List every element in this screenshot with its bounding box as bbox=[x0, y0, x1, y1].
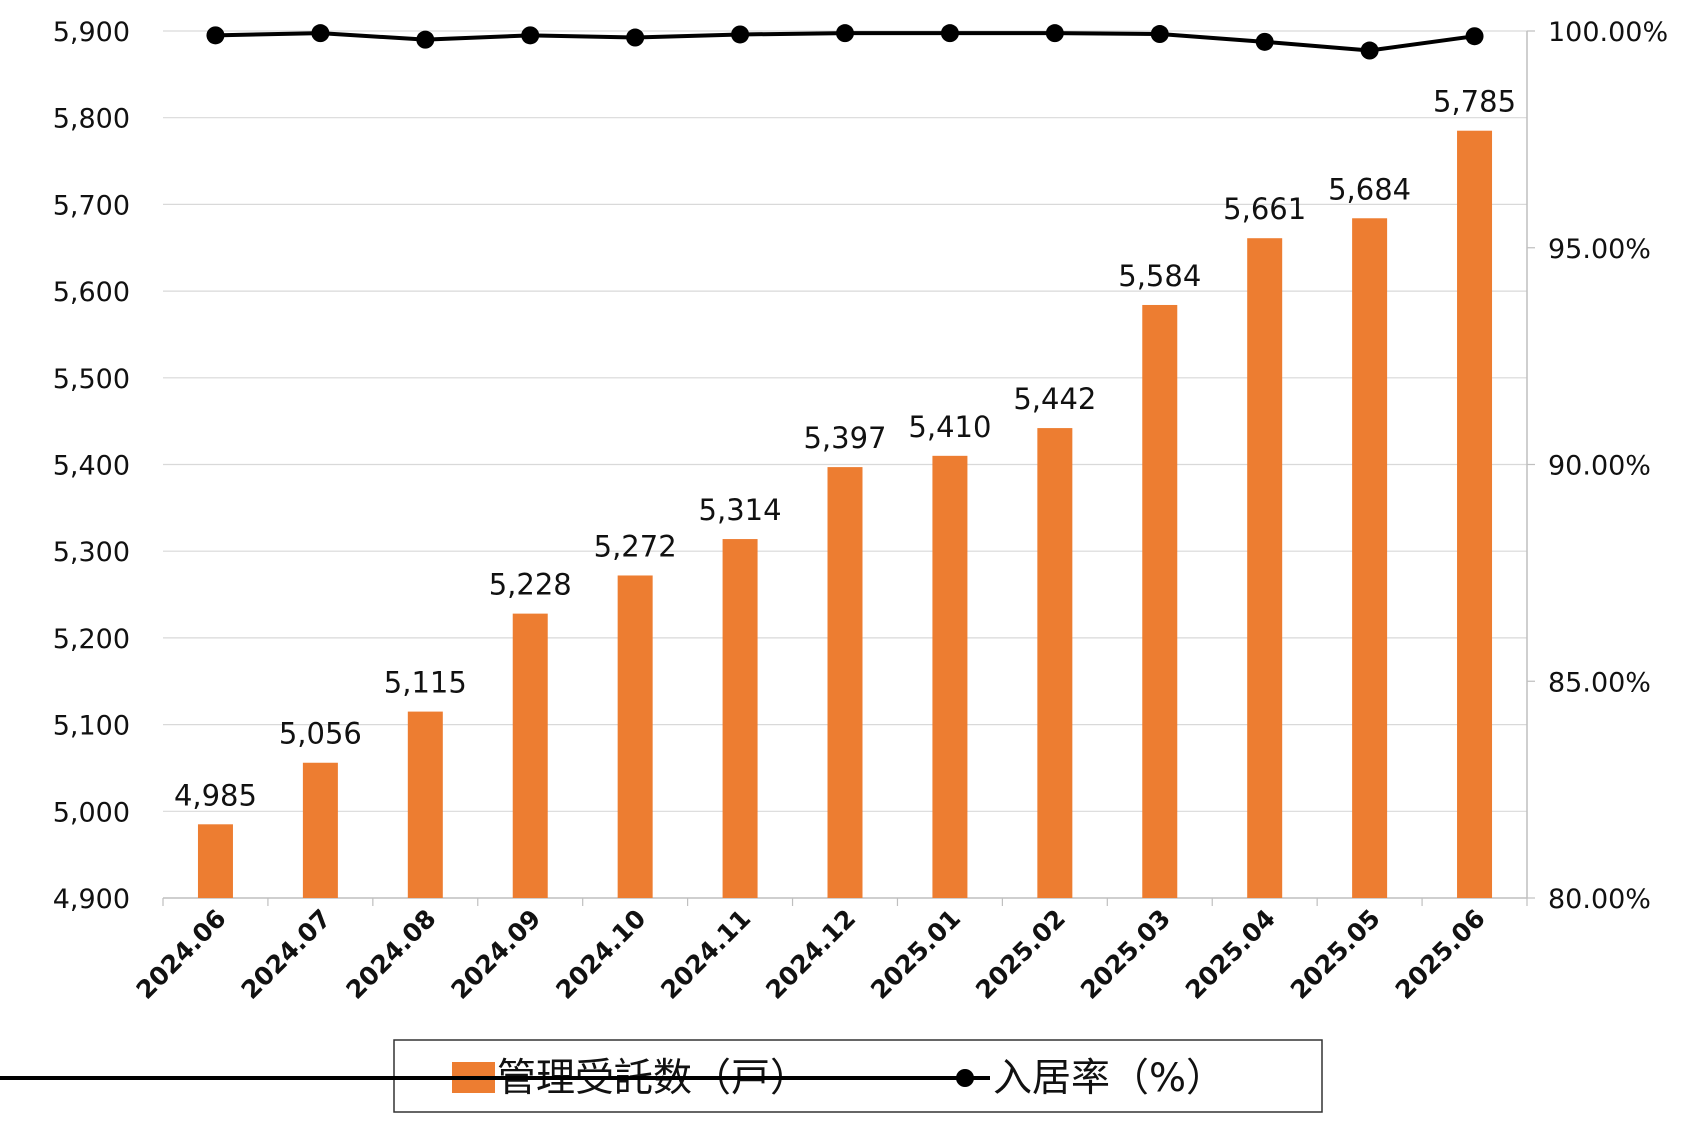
x-tick-label: 2024.08 bbox=[341, 904, 442, 1005]
bar bbox=[827, 467, 863, 898]
occupancy-point bbox=[836, 24, 854, 43]
y-right-tick-label: 100.00% bbox=[1548, 17, 1668, 48]
bar bbox=[1352, 218, 1388, 899]
occupancy-point bbox=[1045, 24, 1064, 43]
y-left-tick-label: 5,700 bbox=[53, 190, 130, 221]
bar-value-label: 5,272 bbox=[594, 529, 677, 563]
y-left-tick-label: 5,100 bbox=[53, 711, 130, 742]
bar bbox=[197, 824, 233, 898]
y-left-tick-label: 5,900 bbox=[53, 17, 130, 48]
bar bbox=[1247, 238, 1283, 898]
legend-line-label: 入居率（%） bbox=[993, 1056, 1225, 1101]
bar-value-label: 5,056 bbox=[279, 717, 362, 751]
bar-value-label: 5,785 bbox=[1433, 85, 1516, 119]
bar bbox=[1457, 130, 1493, 898]
occupancy-point bbox=[626, 28, 645, 47]
bar-value-label: 5,228 bbox=[489, 568, 572, 602]
y-left-tick-label: 5,000 bbox=[53, 797, 130, 828]
legend-line-marker bbox=[956, 1069, 974, 1087]
occupancy-point bbox=[1255, 32, 1274, 51]
x-tick-label: 2025.02 bbox=[970, 904, 1071, 1005]
bar bbox=[617, 575, 653, 898]
bar bbox=[932, 455, 968, 898]
bar-value-label: 5,661 bbox=[1223, 192, 1306, 226]
x-tick-label: 2024.09 bbox=[445, 904, 546, 1005]
bar-value-label: 5,314 bbox=[699, 493, 782, 527]
x-tick-label: 2024.10 bbox=[550, 904, 651, 1005]
bar bbox=[512, 613, 548, 898]
x-tick-label: 2025.03 bbox=[1075, 904, 1176, 1005]
bar bbox=[1142, 304, 1178, 898]
x-tick-label: 2024.12 bbox=[760, 904, 861, 1005]
x-tick-label: 2024.11 bbox=[655, 904, 756, 1005]
occupancy-point bbox=[1360, 41, 1379, 60]
occupancy-point bbox=[731, 25, 750, 44]
x-tick-label: 2025.01 bbox=[865, 904, 966, 1005]
x-tick-label: 2024.07 bbox=[236, 904, 337, 1005]
occupancy-point bbox=[206, 26, 225, 45]
line-series bbox=[206, 24, 1484, 60]
occupancy-point bbox=[1150, 25, 1169, 44]
occupancy-point bbox=[1465, 27, 1484, 46]
bar-value-label: 5,584 bbox=[1118, 259, 1201, 293]
occupancy-point bbox=[311, 24, 330, 43]
x-tick-label: 2024.06 bbox=[131, 904, 232, 1005]
y-right-tick-label: 80.00% bbox=[1548, 884, 1651, 915]
x-tick-label: 2025.05 bbox=[1285, 904, 1386, 1005]
bar-value-label: 5,684 bbox=[1328, 172, 1411, 206]
bar bbox=[722, 539, 758, 898]
legend: 管理受託数（戸） 入居率（%） bbox=[0, 1039, 1323, 1113]
x-tick-label: 2025.04 bbox=[1180, 904, 1281, 1005]
bar bbox=[407, 711, 443, 898]
y-right-tick-label: 95.00% bbox=[1548, 234, 1651, 265]
bar-value-label: 5,442 bbox=[1013, 382, 1096, 416]
bar bbox=[302, 762, 338, 898]
bar bbox=[1037, 428, 1073, 898]
bar-series bbox=[197, 130, 1493, 899]
data-labels: 4,985 5,056 5,115 5,228 5,272 5,314 5,397 5,410… bbox=[174, 85, 1516, 813]
y-left-tick-label: 5,500 bbox=[53, 364, 130, 395]
y-left-tick-label: 5,400 bbox=[53, 451, 130, 482]
bar-value-label: 5,397 bbox=[803, 421, 886, 455]
occupancy-point bbox=[940, 24, 959, 43]
bar-value-label: 4,985 bbox=[174, 778, 257, 812]
y-right-tick-label: 85.00% bbox=[1548, 667, 1651, 698]
y-left-tick-label: 5,800 bbox=[53, 104, 130, 135]
bar-value-label: 5,115 bbox=[384, 666, 467, 700]
bar-value-label: 5,410 bbox=[908, 410, 991, 444]
y-right-tick-label: 90.00% bbox=[1548, 451, 1651, 482]
y-left-tick-label: 5,200 bbox=[53, 624, 130, 655]
occupancy-point bbox=[416, 30, 435, 49]
y-left-tick-label: 5,300 bbox=[53, 537, 130, 568]
y-left-tick-label: 4,900 bbox=[53, 884, 130, 915]
occupancy-point bbox=[521, 26, 540, 45]
y-left-tick-label: 5,600 bbox=[53, 277, 130, 308]
x-tick-label: 2025.06 bbox=[1390, 904, 1491, 1005]
